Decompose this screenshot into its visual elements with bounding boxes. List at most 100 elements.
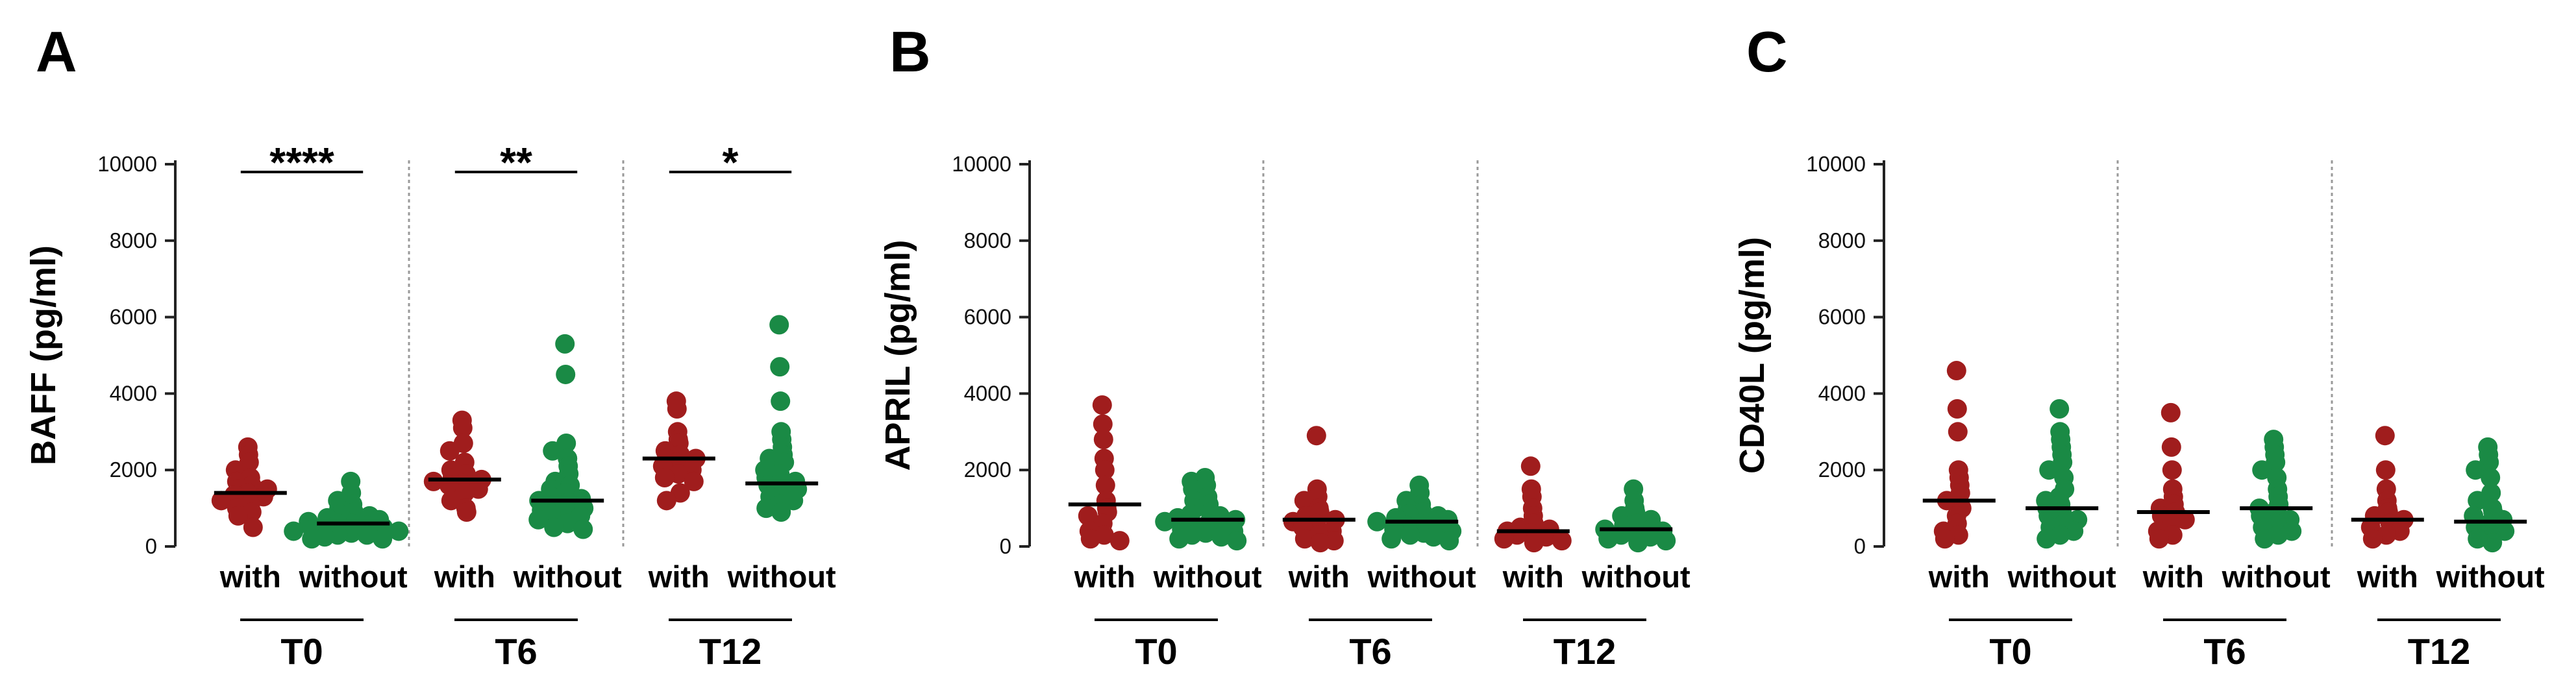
y-tick-label: 8000	[110, 228, 157, 252]
data-point-without	[544, 517, 564, 537]
data-point-without	[2481, 467, 2501, 487]
data-point-without	[389, 521, 409, 541]
panel-letter-b: B	[889, 19, 931, 84]
category-label: without	[1153, 559, 1262, 594]
data-point-without	[2037, 529, 2057, 549]
data-point-without	[373, 529, 393, 549]
y-tick-label: 10000	[952, 152, 1011, 176]
data-point-with	[1080, 529, 1100, 549]
data-point-with	[667, 398, 687, 419]
category-label: with	[434, 559, 495, 594]
significance-marker: **	[500, 139, 532, 186]
data-point-without	[1400, 525, 1420, 545]
category-label: without	[1581, 559, 1690, 594]
y-tick-label: 0	[145, 534, 157, 558]
category-label: without	[2436, 559, 2545, 594]
group-label: T6	[495, 631, 537, 672]
data-point-with	[1093, 414, 1113, 434]
category-label: without	[1367, 559, 1476, 594]
data-point-without	[2050, 398, 2070, 419]
data-point-with	[1306, 426, 1326, 446]
data-point-with	[1524, 533, 1544, 553]
data-point-with	[2375, 426, 2395, 446]
data-point-without	[2483, 533, 2503, 553]
group-label: T12	[1554, 631, 1616, 672]
category-label: without	[299, 559, 408, 594]
y-axis-label: BAFF (pg/ml)	[24, 245, 63, 465]
y-tick-label: 4000	[964, 381, 1011, 405]
data-point-with	[684, 471, 704, 491]
data-point-without	[1227, 531, 1247, 551]
y-tick-label: 8000	[964, 228, 1011, 252]
data-point-with	[1520, 456, 1541, 476]
group-label: T12	[2408, 631, 2471, 672]
category-label: without	[513, 559, 622, 594]
data-point-with	[440, 441, 460, 461]
category-label: with	[1074, 559, 1135, 594]
panel-letter-c: C	[1746, 19, 1788, 84]
data-point-without	[284, 521, 304, 541]
data-point-without	[543, 441, 563, 461]
data-point-without	[2468, 529, 2488, 549]
y-axis-label: CD40L (pg/ml)	[1733, 237, 1772, 474]
category-label: without	[2007, 559, 2116, 594]
data-point-with	[2161, 402, 2181, 423]
data-point-with	[1947, 398, 1967, 419]
significance-marker: ****	[269, 139, 334, 186]
data-point-with	[1552, 531, 1572, 551]
data-point-without	[555, 334, 575, 354]
category-label: with	[219, 559, 281, 594]
data-point-with	[1294, 529, 1315, 549]
group-label: T0	[1989, 631, 2031, 672]
data-point-with	[2161, 437, 2181, 457]
data-point-without	[1169, 529, 1189, 549]
data-point-with	[1109, 531, 1130, 551]
data-point-with	[1935, 529, 1955, 549]
panel-letter-a: A	[36, 19, 77, 84]
group-label: T0	[280, 631, 323, 672]
data-point-with	[1092, 395, 1112, 415]
y-tick-label: 4000	[110, 381, 157, 405]
significance-marker: *	[723, 139, 739, 186]
data-point-without	[770, 357, 790, 377]
y-tick-label: 6000	[1818, 305, 1866, 329]
y-tick-label: 0	[1854, 534, 1866, 558]
data-point-with	[1095, 460, 1115, 480]
data-point-with	[1093, 430, 1113, 450]
y-axis-label: APRIL (pg/ml)	[878, 240, 917, 471]
data-point-without	[2252, 460, 2272, 480]
data-point-without	[1598, 529, 1618, 549]
data-point-with	[243, 517, 263, 537]
data-point-without	[1628, 533, 1648, 553]
data-point-with	[452, 418, 473, 438]
data-point-without	[2468, 491, 2488, 511]
y-tick-label: 2000	[1818, 458, 1866, 482]
group-label: T12	[699, 631, 762, 672]
data-point-without	[1211, 527, 1232, 547]
data-point-without	[528, 509, 549, 530]
group-label: T6	[1349, 631, 1391, 672]
category-label: without	[2222, 559, 2331, 594]
data-point-without	[1424, 527, 1444, 547]
data-point-with	[2162, 460, 2182, 480]
data-point-without	[573, 519, 593, 539]
y-tick-label: 10000	[97, 152, 157, 176]
data-point-with	[441, 491, 461, 511]
category-label: with	[648, 559, 710, 594]
y-tick-label: 10000	[1806, 152, 1866, 176]
data-point-without	[769, 315, 789, 335]
data-point-without	[771, 502, 791, 522]
y-tick-label: 6000	[110, 305, 157, 329]
category-label: without	[727, 559, 836, 594]
data-point-with	[2375, 460, 2396, 480]
data-point-with	[1946, 361, 1966, 381]
category-label: with	[1502, 559, 1564, 594]
data-point-without	[1381, 529, 1402, 549]
data-point-with	[656, 491, 676, 511]
data-point-with	[1310, 533, 1330, 553]
data-point-with	[1948, 422, 1968, 442]
